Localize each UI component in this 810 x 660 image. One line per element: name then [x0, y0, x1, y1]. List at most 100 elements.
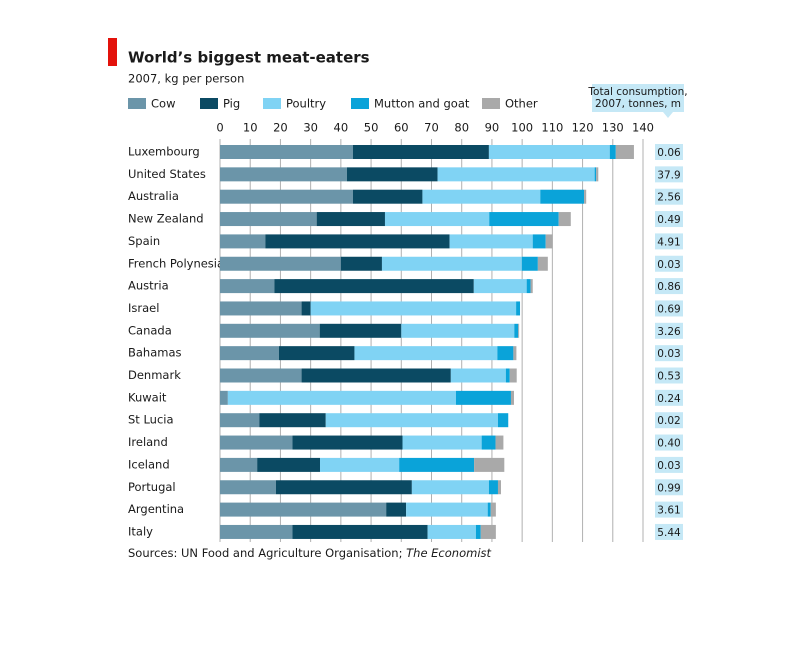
total-box: [655, 255, 683, 272]
bar-segment: [220, 323, 320, 338]
legend-label: Poultry: [286, 97, 326, 111]
total-box: [655, 456, 683, 473]
y-tick-label: Australia: [128, 189, 179, 203]
bar-segment: [450, 368, 506, 383]
total-label: 0.53: [657, 371, 680, 383]
bar-segment: [488, 145, 610, 159]
bar-segment: [487, 502, 491, 517]
bar-segment: [609, 145, 616, 159]
legend-swatch: [128, 98, 146, 109]
chart-subtitle: 2007, kg per person: [128, 72, 244, 86]
bar-segment: [545, 234, 553, 249]
x-tick-label: 110: [541, 121, 563, 135]
bar-segment: [220, 256, 341, 271]
bar-segment: [427, 524, 476, 539]
bar-segment: [558, 212, 571, 227]
bar-segment: [455, 390, 511, 405]
total-label: 0.06: [657, 147, 681, 159]
x-tick-label: 140: [632, 121, 654, 135]
bar-segment: [497, 413, 509, 428]
bar-segment: [325, 413, 498, 428]
total-box: [655, 278, 683, 295]
total-label: 3.61: [657, 505, 680, 517]
y-tick-label: French Polynesia: [128, 256, 224, 270]
x-tick-label: 30: [303, 121, 318, 135]
bar-segment: [474, 457, 505, 472]
total-label: 0.02: [657, 415, 680, 427]
y-tick-label: Denmark: [128, 368, 181, 382]
total-box: [655, 523, 683, 540]
bar-segment: [489, 212, 559, 227]
bar-segment: [292, 435, 403, 450]
x-tick-label: 120: [572, 121, 594, 135]
x-tick-label: 10: [243, 121, 258, 135]
total-label: 0.24: [657, 393, 681, 405]
bar-segment: [292, 524, 428, 539]
bar-segment: [220, 480, 276, 495]
source: Sources: UN Food and Agriculture Organis…: [128, 546, 492, 560]
total-box: [655, 188, 683, 205]
bar-segment: [532, 234, 546, 249]
bar-segment: [220, 346, 279, 361]
bar-segment: [265, 234, 450, 249]
bar-segment: [220, 524, 293, 539]
bar-segment: [220, 457, 258, 472]
bar-segment: [220, 368, 302, 383]
source-publication: The Economist: [406, 546, 491, 560]
x-tick-label: 0: [216, 121, 223, 135]
bar-segment: [437, 167, 595, 182]
bar-segment: [259, 413, 326, 428]
bar-segment: [220, 301, 302, 316]
bar-segment: [406, 502, 488, 517]
bar-segment: [220, 413, 260, 428]
total-label: 37.9: [657, 169, 680, 181]
bar-segment: [521, 256, 538, 271]
bar-segment: [480, 524, 496, 539]
totals-title: Total consumption,: [587, 86, 687, 98]
bar-segment: [220, 167, 347, 182]
bar-segment: [220, 234, 266, 249]
bar-segment: [594, 167, 597, 182]
total-box: [655, 389, 683, 406]
bar-segment: [537, 256, 548, 271]
bar-segment: [540, 189, 585, 204]
bar-segment: [220, 502, 387, 517]
total-label: 0.03: [657, 460, 680, 472]
bar-segment: [399, 457, 475, 472]
bar-segment: [401, 323, 515, 338]
y-tick-label: Argentina: [128, 502, 184, 516]
x-tick-label: 130: [602, 121, 624, 135]
bar-segment: [596, 167, 599, 182]
y-tick-label: Luxembourg: [128, 145, 200, 159]
y-tick-label: New Zealand: [128, 212, 204, 226]
total-box: [655, 144, 683, 160]
y-tick-label: Canada: [128, 323, 172, 337]
bar-segment: [220, 189, 353, 204]
x-tick-label: 40: [334, 121, 349, 135]
bar-segment: [584, 189, 587, 204]
bar-segment: [227, 390, 456, 405]
bar-segment: [402, 435, 482, 450]
bar-segment: [497, 346, 514, 361]
bar-segment: [319, 323, 402, 338]
chart-title: World’s biggest meat-eaters: [128, 49, 370, 67]
legend-label: Cow: [151, 97, 175, 111]
y-tick-label: Portugal: [128, 480, 176, 494]
x-tick-label: 90: [485, 121, 500, 135]
y-tick-label: Ireland: [128, 435, 168, 449]
total-box: [655, 501, 683, 518]
total-box: [655, 479, 683, 496]
bar-segment: [278, 346, 355, 361]
x-tick-label: 60: [394, 121, 409, 135]
total-label: 0.03: [657, 259, 680, 271]
bar-segment: [386, 502, 407, 517]
y-tick-label: Italy: [128, 524, 153, 538]
y-tick-label: Iceland: [128, 457, 170, 471]
total-box: [655, 233, 683, 250]
total-box: [655, 367, 683, 384]
bar-segment: [220, 145, 353, 159]
total-box: [655, 322, 683, 339]
y-tick-label: Bahamas: [128, 346, 182, 360]
